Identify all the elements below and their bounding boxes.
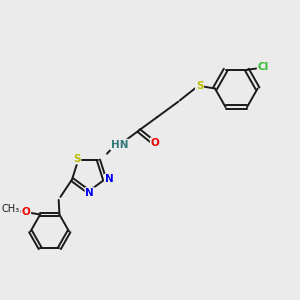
Text: HN: HN — [111, 140, 128, 150]
Text: O: O — [151, 138, 159, 148]
Text: CH₃: CH₃ — [2, 203, 20, 214]
Text: S: S — [196, 81, 203, 91]
Text: N: N — [105, 175, 113, 184]
Text: O: O — [22, 207, 30, 217]
Text: N: N — [85, 188, 94, 198]
Text: S: S — [73, 154, 80, 164]
Text: Cl: Cl — [258, 62, 269, 72]
